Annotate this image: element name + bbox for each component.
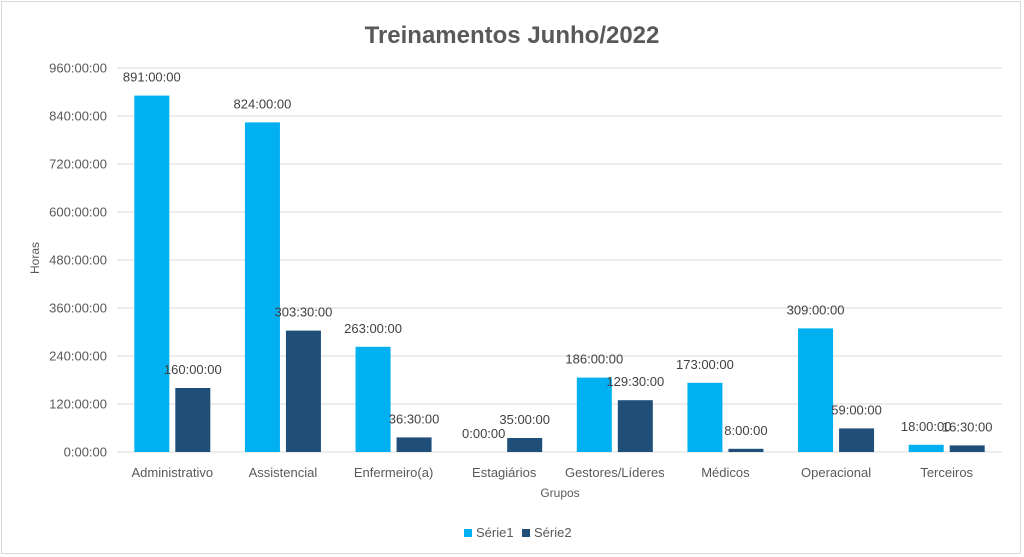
y-axis-ticks: 0:00:00 120:00:00 240:00:00 360:00:00 480:00…: [49, 61, 107, 460]
legend: Série1 Série2: [464, 525, 572, 540]
data-label: 891:00:00: [123, 70, 181, 85]
x-tick-label: Administrativo: [131, 465, 213, 480]
data-label: 129:30:00: [606, 374, 664, 389]
y-tick-label: 720:00:00: [49, 157, 107, 172]
bar-series-2: [285, 330, 321, 452]
bar-series-2: [396, 437, 432, 452]
data-label: 160:00:00: [164, 362, 222, 377]
data-label: 18:00:00: [901, 419, 952, 434]
x-tick-label: Operacional: [801, 465, 871, 480]
data-label: 309:00:00: [787, 302, 845, 317]
data-label: 16:30:00: [942, 419, 993, 434]
data-label: 59:00:00: [831, 402, 882, 417]
data-labels: 891:00:00 160:00:00 824:00:00 303:30:00 263:…: [123, 70, 993, 441]
y-tick-label: 840:00:00: [49, 109, 107, 124]
legend-swatch: [464, 529, 472, 537]
y-tick-label: 360:00:00: [49, 301, 107, 316]
legend-label: Série2: [534, 525, 572, 540]
bar-series-1: [244, 122, 280, 453]
data-label: 824:00:00: [234, 96, 292, 111]
bar-series-2: [839, 428, 875, 452]
bar-series-1: [576, 377, 612, 452]
bar-series-2: [175, 388, 211, 452]
bar-series-1: [908, 444, 944, 452]
data-label: 36:30:00: [389, 411, 440, 426]
bar-series-2: [949, 445, 985, 452]
x-tick-label: Assistencial: [249, 465, 318, 480]
data-label: 35:00:00: [499, 412, 550, 427]
bar-series-2: [617, 400, 653, 452]
legend-label: Série1: [476, 525, 514, 540]
y-axis-title: Horas: [28, 242, 42, 274]
bar-series-1: [355, 346, 391, 452]
data-label: 186:00:00: [565, 352, 623, 367]
bar-series-2: [507, 438, 543, 452]
data-label: 0:00:00: [462, 426, 505, 441]
x-tick-label: Terceiros: [920, 465, 973, 480]
x-tick-label: Médicos: [701, 465, 750, 480]
bar-series-2: [728, 448, 764, 452]
legend-swatch: [522, 529, 530, 537]
x-tick-label: Enfermeiro(a): [354, 465, 433, 480]
bar-series-1: [134, 95, 170, 452]
data-label: 263:00:00: [344, 321, 402, 336]
y-tick-label: 120:00:00: [49, 397, 107, 412]
y-tick-label: 960:00:00: [49, 61, 107, 76]
x-tick-label: Estagiários: [472, 465, 537, 480]
x-tick-label: Gestores/Líderes: [565, 465, 665, 480]
y-tick-label: 0:00:00: [64, 445, 107, 460]
y-tick-label: 600:00:00: [49, 205, 107, 220]
bar-series-1: [687, 382, 723, 452]
y-tick-label: 480:00:00: [49, 253, 107, 268]
data-label: 303:30:00: [275, 305, 333, 320]
data-label: 8:00:00: [724, 423, 767, 438]
data-label: 173:00:00: [676, 357, 734, 372]
bar-series-1: [798, 328, 834, 452]
y-tick-label: 240:00:00: [49, 349, 107, 364]
bars: [134, 95, 985, 453]
chart-title: Treinamentos Junho/2022: [365, 22, 660, 49]
x-axis-title: Grupos: [540, 486, 579, 500]
x-axis-categories: Administrativo Assistencial Enfermeiro(a) E…: [131, 465, 973, 480]
